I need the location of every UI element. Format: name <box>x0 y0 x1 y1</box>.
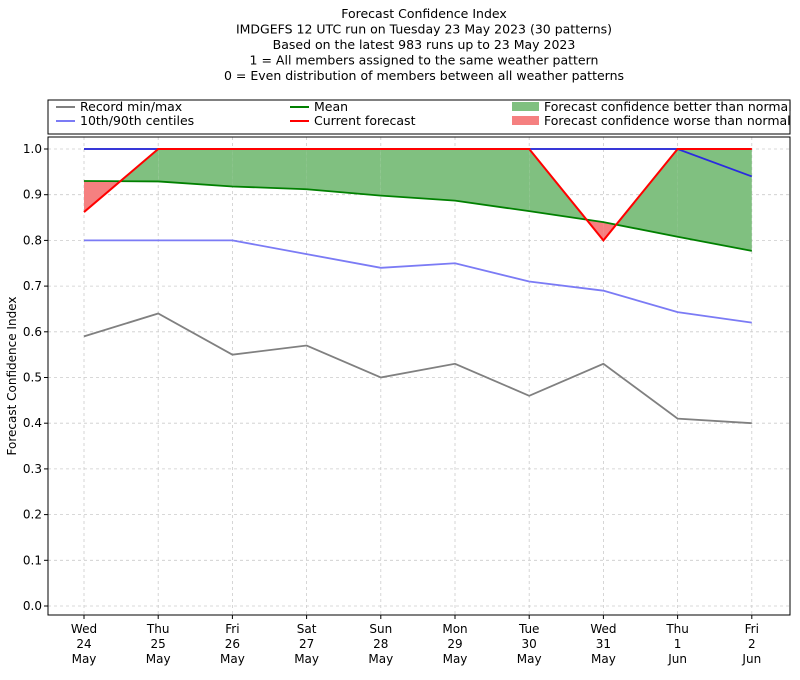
y-tick-label: 0.8 <box>23 233 42 247</box>
x-tick-label: 29 <box>447 637 462 651</box>
y-tick-label: 1.0 <box>23 142 42 156</box>
x-tick-label: Wed <box>71 622 97 636</box>
chart-axes: 0.00.10.20.30.40.50.60.70.80.91.0Wed24Ma… <box>5 136 791 666</box>
x-tick-label: May <box>591 652 616 666</box>
legend-label-10th-90th-centiles: 10th/90th centiles <box>80 113 194 128</box>
x-tick-label: Wed <box>590 622 616 636</box>
legend-label-forecast-confidence-worse-than-normal: Forecast confidence worse than normal <box>544 113 791 128</box>
legend-box <box>47 99 791 135</box>
title-line-2: IMDGEFS 12 UTC run on Tuesday 23 May 202… <box>236 22 612 37</box>
x-tick-label: May <box>443 652 468 666</box>
fill-better-than-normal <box>158 149 233 187</box>
legend-swatch-forecast-confidence-better-than-normal <box>512 102 539 111</box>
x-tick-label: 24 <box>76 637 91 651</box>
series-line-record-min <box>83 312 752 425</box>
title-line-3: Based on the latest 983 runs up to 23 Ma… <box>273 37 576 52</box>
y-tick-label: 0.1 <box>23 553 42 567</box>
x-tick-label: Mon <box>442 622 467 636</box>
x-tick-label: May <box>368 652 393 666</box>
fill-better-than-normal <box>455 149 530 212</box>
chart-grid <box>48 137 790 615</box>
x-tick-label: May <box>72 652 97 666</box>
fill-better-than-normal <box>232 149 307 190</box>
x-tick-label: Sat <box>297 622 317 636</box>
x-tick-label: 26 <box>225 637 240 651</box>
x-tick-label: Sun <box>369 622 392 636</box>
series-line-mean <box>83 180 752 252</box>
fill-better-than-normal <box>677 149 752 251</box>
y-axis-label: Forecast Confidence Index <box>5 297 19 456</box>
x-tick-label: 27 <box>299 637 314 651</box>
x-tick-label: 31 <box>596 637 611 651</box>
fill-better-than-normal <box>616 149 678 237</box>
x-tick-label: Jun <box>667 652 687 666</box>
y-tick-label: 0.2 <box>23 508 42 522</box>
legend-label-forecast-confidence-better-than-normal: Forecast confidence better than normal <box>544 99 792 114</box>
x-tick-label: Tue <box>518 622 540 636</box>
x-tick-label: 2 <box>748 637 756 651</box>
x-tick-label: Jun <box>741 652 761 666</box>
legend-swatch-forecast-confidence-worse-than-normal <box>512 116 539 125</box>
fill-better-than-normal <box>306 149 381 196</box>
series-line-p10 <box>84 239 752 324</box>
x-tick-label: May <box>220 652 245 666</box>
x-tick-label: Fri <box>225 622 239 636</box>
y-tick-label: 0.3 <box>23 462 42 476</box>
plot-frame <box>47 136 791 616</box>
legend-label-current-forecast: Current forecast <box>314 113 416 128</box>
fill-better-than-normal <box>380 149 455 201</box>
title-line-5: 0 = Even distribution of members between… <box>224 68 624 83</box>
x-tick-label: Thu <box>146 622 170 636</box>
x-tick-label: Fri <box>745 622 759 636</box>
legend-label-record-min-max: Record min/max <box>80 99 182 114</box>
title-line-4: 1 = All members assigned to the same wea… <box>250 53 599 68</box>
x-tick-label: 30 <box>522 637 537 651</box>
x-tick-label: May <box>517 652 542 666</box>
x-tick-label: May <box>294 652 319 666</box>
title-line-1: Forecast Confidence Index <box>341 6 507 21</box>
y-tick-label: 0.7 <box>23 279 42 293</box>
x-tick-label: 25 <box>151 637 166 651</box>
x-tick-label: May <box>146 652 171 666</box>
y-tick-label: 0.6 <box>23 325 42 339</box>
x-tick-label: 28 <box>373 637 388 651</box>
x-tick-label: 1 <box>674 637 682 651</box>
legend-label-mean: Mean <box>314 99 348 114</box>
series-lines <box>83 148 753 425</box>
y-tick-label: 0.9 <box>23 188 42 202</box>
y-tick-label: 0.5 <box>23 371 42 385</box>
x-tick-label: Thu <box>665 622 689 636</box>
y-tick-label: 0.4 <box>23 416 42 430</box>
y-tick-label: 0.0 <box>23 599 42 613</box>
series-line-current <box>83 148 752 242</box>
